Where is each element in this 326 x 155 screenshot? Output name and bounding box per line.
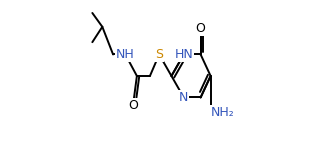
Text: S: S [155, 48, 163, 61]
Text: NH₂: NH₂ [211, 106, 234, 119]
Text: NH: NH [116, 48, 135, 61]
Text: O: O [128, 99, 138, 112]
Text: N: N [179, 91, 188, 104]
Text: HN: HN [174, 48, 193, 61]
Text: O: O [196, 22, 206, 35]
